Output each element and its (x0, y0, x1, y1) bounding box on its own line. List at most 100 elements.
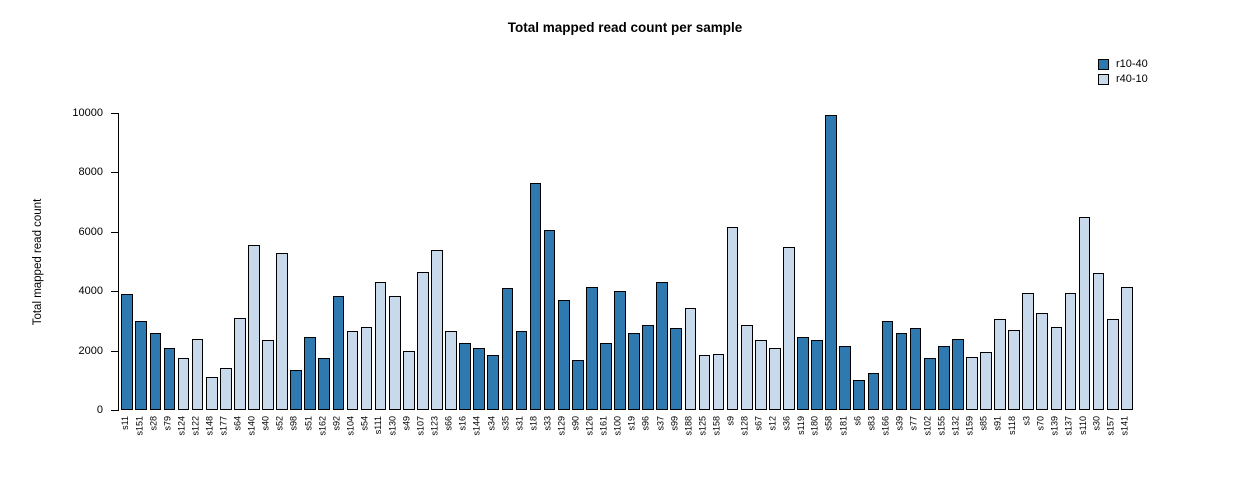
x-label-cell-s139: s139 (1047, 414, 1061, 474)
x-axis-label: s110 (1077, 416, 1088, 435)
bar-s166 (881, 320, 894, 410)
y-tick-label: 8000 (78, 166, 103, 179)
x-axis-label: s128 (739, 416, 750, 436)
bar-s107 (417, 271, 429, 410)
bar-s40 (262, 340, 274, 410)
x-label-cell-s111: s111 (371, 414, 385, 474)
x-axis-label: s37 (655, 416, 666, 431)
bar-s125 (698, 355, 711, 410)
x-label-cell-s144: s144 (470, 414, 484, 474)
x-axis-label: s35 (500, 416, 511, 431)
bar-s36 (783, 246, 795, 410)
x-axis-label: s111 (373, 416, 384, 435)
bar-s33 (543, 230, 556, 410)
x-axis-label: s139 (1049, 416, 1060, 436)
y-tick-label: 2000 (78, 344, 103, 357)
bar-s30 (1092, 273, 1105, 410)
x-label-cell-s6: s6 (850, 414, 864, 474)
x-axis-label: s162 (317, 416, 328, 436)
x-axis-label: s119 (795, 416, 806, 435)
legend-item-r40-10: r40-10 (1098, 73, 1148, 85)
bar-s96 (642, 325, 654, 410)
bar-s51 (304, 337, 317, 410)
x-label-cell-s79: s79 (160, 414, 174, 474)
x-axis-label: s34 (486, 416, 497, 431)
legend-label-r10-40: r10-40 (1116, 58, 1148, 70)
bar-s90 (571, 359, 584, 410)
x-label-cell-s90: s90 (569, 414, 583, 474)
bar-s64 (234, 317, 246, 410)
x-label-cell-s123: s123 (428, 414, 442, 474)
y-tick (111, 172, 119, 174)
x-axis-label: s123 (429, 416, 440, 436)
x-label-cell-s85: s85 (977, 414, 991, 474)
bar-s181 (839, 346, 852, 410)
y-tick (111, 350, 119, 352)
bar-s148 (205, 377, 218, 410)
x-axis-label: s100 (612, 416, 623, 436)
x-axis-label: s129 (556, 416, 567, 436)
x-axis-label: s99 (669, 416, 680, 431)
x-label-cell-s19: s19 (625, 414, 639, 474)
bar-s54 (360, 326, 373, 410)
x-label-cell-s64: s64 (231, 414, 245, 474)
bar-s79 (163, 347, 176, 410)
bar-s137 (1064, 292, 1077, 410)
x-axis-label: s16 (457, 416, 468, 431)
x-axis-label: s67 (753, 416, 764, 431)
legend-swatch-r40-10 (1098, 73, 1109, 85)
x-label-cell-s9: s9 (723, 414, 737, 474)
x-label-cell-s54: s54 (357, 414, 371, 474)
x-label-cell-s181: s181 (836, 414, 850, 474)
x-axis-label: s140 (246, 416, 257, 436)
bar-s58 (825, 114, 837, 410)
bar-s92 (332, 295, 345, 410)
x-label-cell-s157: s157 (1103, 414, 1117, 474)
bar-s141 (1120, 286, 1133, 410)
x-label-cell-s37: s37 (653, 414, 667, 474)
x-axis-label: s83 (866, 416, 877, 431)
bar-s66 (445, 331, 457, 410)
x-axis-label: s107 (415, 416, 426, 436)
x-label-cell-s148: s148 (202, 414, 216, 474)
bar-s77 (909, 328, 922, 410)
bar-s158 (712, 353, 725, 410)
x-axis-label: s90 (570, 416, 581, 431)
bar-s100 (614, 291, 626, 410)
x-label-cell-s67: s67 (752, 414, 766, 474)
x-labels: s11 s151 s28 s79 s124 s122 s148 s177 s64 s140 s40 s… (118, 414, 1132, 474)
bar-s19 (628, 332, 640, 410)
x-label-cell-s30: s30 (1089, 414, 1103, 474)
x-label-cell-s162: s162 (315, 414, 329, 474)
x-label-cell-s83: s83 (864, 414, 878, 474)
x-axis-label: s12 (767, 416, 778, 431)
bar-s157 (1106, 319, 1119, 410)
bar-s3 (1022, 292, 1035, 410)
x-axis-label: s19 (626, 416, 637, 431)
x-axis-label: s11 (120, 416, 131, 430)
x-label-cell-s118: s118 (1005, 414, 1019, 474)
chart-legend: r10-40 r40-10 (1098, 58, 1148, 88)
x-axis-label: s181 (838, 416, 849, 436)
bar-s52 (276, 252, 288, 410)
x-axis-label: s33 (542, 416, 553, 431)
x-axis-label: s180 (809, 416, 820, 436)
y-tick-label: 4000 (78, 285, 103, 298)
x-label-cell-s58: s58 (822, 414, 836, 474)
x-axis-label: s66 (443, 416, 454, 431)
bar-s37 (656, 282, 669, 410)
x-label-cell-s188: s188 (681, 414, 695, 474)
x-axis-label: s91 (992, 416, 1003, 431)
x-axis-label: s79 (162, 416, 173, 431)
bar-s49 (402, 350, 415, 410)
x-axis-label: s54 (359, 416, 370, 431)
bar-s67 (754, 340, 767, 410)
plot-area: 0 2000 4000 6000 8000 10000 (72, 107, 1133, 416)
bar-s161 (600, 343, 612, 410)
x-label-cell-s52: s52 (273, 414, 287, 474)
x-label-cell-s151: s151 (132, 414, 146, 474)
x-label-cell-s124: s124 (174, 414, 188, 474)
x-axis-label: s124 (176, 416, 187, 436)
bar-s130 (388, 295, 401, 410)
x-label-cell-s129: s129 (554, 414, 568, 474)
